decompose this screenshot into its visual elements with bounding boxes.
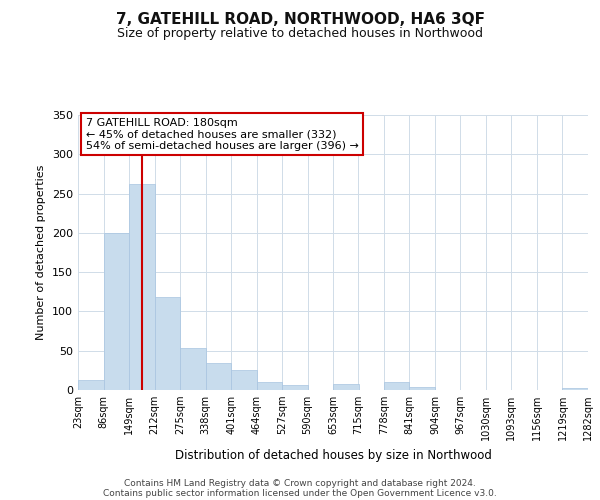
- Text: 7, GATEHILL ROAD, NORTHWOOD, HA6 3QF: 7, GATEHILL ROAD, NORTHWOOD, HA6 3QF: [115, 12, 485, 28]
- X-axis label: Distribution of detached houses by size in Northwood: Distribution of detached houses by size …: [175, 448, 491, 462]
- Bar: [206, 362, 231, 390]
- Bar: [409, 387, 435, 390]
- Bar: [384, 382, 409, 390]
- Bar: [129, 184, 155, 390]
- Text: 7 GATEHILL ROAD: 180sqm
← 45% of detached houses are smaller (332)
54% of semi-d: 7 GATEHILL ROAD: 180sqm ← 45% of detache…: [86, 118, 359, 151]
- Bar: [155, 298, 180, 390]
- Bar: [104, 233, 129, 390]
- Bar: [562, 388, 588, 390]
- Text: Contains public sector information licensed under the Open Government Licence v3: Contains public sector information licen…: [103, 488, 497, 498]
- Bar: [282, 384, 308, 390]
- Bar: [78, 380, 104, 390]
- Y-axis label: Number of detached properties: Number of detached properties: [37, 165, 46, 340]
- Text: Size of property relative to detached houses in Northwood: Size of property relative to detached ho…: [117, 28, 483, 40]
- Text: Contains HM Land Registry data © Crown copyright and database right 2024.: Contains HM Land Registry data © Crown c…: [124, 478, 476, 488]
- Bar: [180, 348, 206, 390]
- Bar: [231, 370, 257, 390]
- Bar: [257, 382, 282, 390]
- Bar: [333, 384, 359, 390]
